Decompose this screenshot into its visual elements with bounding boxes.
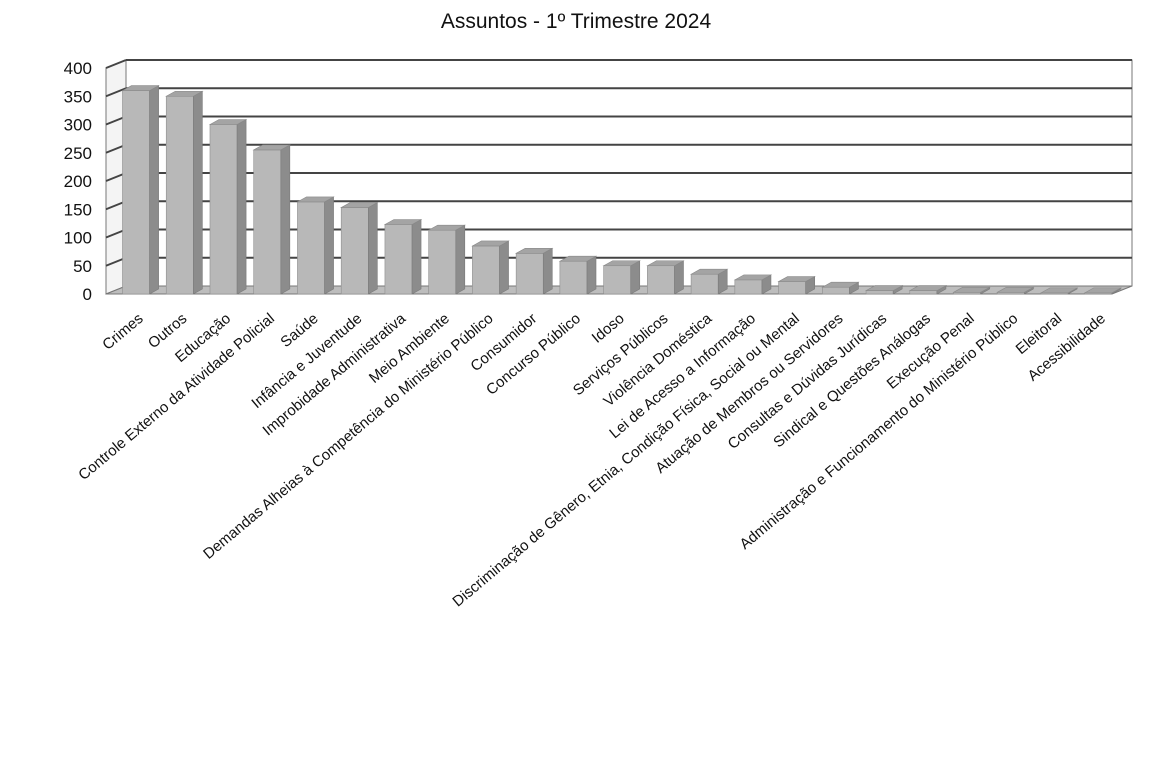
bars	[121, 85, 1123, 295]
bar-front	[122, 90, 150, 295]
bar-top	[733, 274, 773, 281]
bar	[427, 224, 466, 295]
x-tick-label: Crimes	[99, 310, 146, 354]
bar-top	[121, 85, 160, 91]
bar-top	[952, 287, 991, 293]
bar	[646, 260, 685, 295]
bar-side	[542, 247, 553, 295]
bar-front	[778, 281, 807, 295]
bar-front	[340, 207, 369, 295]
bar-top	[777, 276, 816, 282]
y-tick-label: 0	[83, 285, 92, 304]
bar	[689, 268, 729, 295]
y-axis-ticks: 0 50 100 150 200 250 300 350 400	[64, 59, 92, 304]
bar-top	[252, 144, 291, 151]
x-tick-label: Idoso	[589, 310, 628, 347]
bar-front	[515, 253, 544, 295]
bar-top	[383, 219, 423, 225]
bar-top	[165, 90, 204, 97]
y-tick-label: 300	[64, 116, 92, 135]
bar	[864, 285, 904, 295]
bar-front	[865, 290, 894, 295]
bar-front	[253, 149, 282, 295]
bar	[1083, 287, 1123, 295]
bar-front	[297, 201, 325, 295]
bar	[821, 281, 860, 295]
bar-front	[647, 265, 675, 295]
bar-front	[909, 290, 938, 295]
gridlines	[105, 59, 1132, 267]
bar-front	[165, 95, 194, 295]
bar-top	[208, 119, 248, 125]
bar	[952, 286, 991, 295]
bar-top	[471, 240, 510, 247]
y-tick-label: 200	[64, 172, 92, 191]
bar-side	[324, 196, 334, 295]
bar-side	[455, 224, 466, 295]
bar-side	[149, 85, 159, 295]
bar	[340, 202, 379, 295]
bar-top	[602, 260, 641, 267]
bar-top	[864, 285, 904, 291]
bar-side	[236, 118, 247, 295]
bar	[383, 218, 423, 295]
bar-top	[646, 260, 685, 267]
bar	[514, 247, 554, 295]
bar	[296, 196, 335, 295]
bar	[121, 85, 160, 295]
gridline-side	[105, 87, 127, 98]
bar-front	[384, 224, 413, 295]
bar	[208, 118, 248, 295]
bar-side	[193, 90, 203, 295]
bar-side	[280, 144, 291, 295]
bar-top	[821, 281, 860, 288]
bar	[908, 285, 948, 295]
bar-top	[1083, 287, 1123, 294]
x-tick-label: Acessibilidade	[1025, 310, 1109, 385]
bar	[602, 260, 641, 295]
y-tick-label: 50	[73, 257, 92, 276]
bar-side	[674, 260, 684, 295]
bar	[558, 255, 598, 295]
bar	[165, 90, 204, 295]
bar-front	[472, 245, 500, 295]
bar-top	[908, 285, 948, 291]
bar-top	[296, 196, 335, 203]
chart-title: Assuntos - 1º Trimestre 2024	[441, 10, 712, 33]
y-tick-label: 100	[64, 229, 92, 248]
bar-front	[734, 279, 763, 295]
bar-front	[559, 260, 588, 295]
bar-front	[690, 273, 719, 295]
y-tick-label: 250	[64, 144, 92, 163]
bar-side	[586, 255, 597, 295]
bar	[471, 240, 510, 295]
bar	[777, 276, 816, 295]
bar-top	[558, 255, 598, 262]
bar-side	[411, 218, 422, 295]
gridline-side	[105, 59, 127, 69]
bar	[252, 144, 291, 295]
bar-side	[368, 202, 378, 295]
bar-top	[689, 268, 729, 275]
bar	[996, 286, 1035, 295]
y-tick-label: 350	[64, 87, 92, 106]
bar-top	[427, 224, 466, 231]
bar-top	[340, 202, 379, 208]
bar-side	[630, 260, 641, 295]
bar	[1039, 287, 1079, 295]
bar-front	[822, 286, 850, 295]
y-tick-label: 150	[64, 200, 92, 219]
bar-side	[499, 240, 509, 295]
bar-front	[209, 124, 238, 295]
bar-top	[996, 287, 1035, 293]
bar-front	[603, 265, 632, 295]
bar-front	[428, 229, 457, 295]
bar-top	[1039, 287, 1079, 294]
y-tick-label: 400	[64, 59, 92, 78]
bar	[733, 274, 773, 295]
bar-top	[514, 248, 554, 254]
